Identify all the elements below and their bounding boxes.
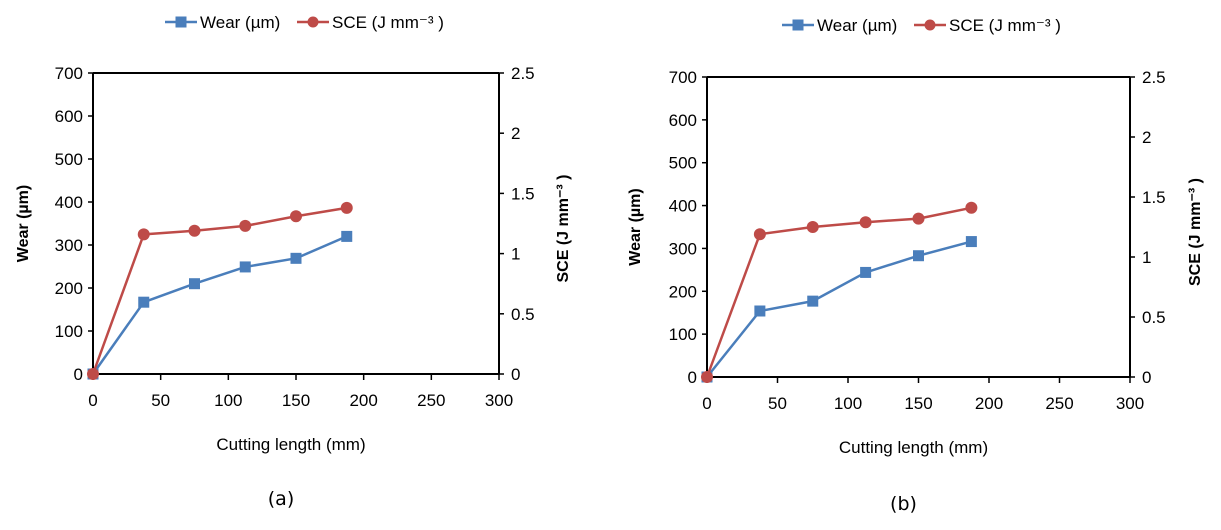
y2-axis-title: SCE (J mm⁻³ ): [1187, 178, 1204, 286]
sce-data-point: [912, 212, 925, 225]
y-tick-label: 300: [55, 236, 83, 255]
y2-tick-label: 2: [511, 124, 520, 143]
y2-tick-label: 0.5: [1142, 308, 1166, 327]
y-tick-label: 0: [74, 365, 83, 384]
y-tick-label: 600: [55, 107, 83, 126]
wear-data-point: [860, 266, 872, 278]
y2-tick-label: 2.5: [511, 64, 535, 83]
y2-tick-label: 2.5: [1142, 68, 1166, 87]
y2-tick-label: 1: [511, 245, 520, 264]
x-tick-label: 300: [1116, 394, 1144, 413]
y2-axis-title: SCE (J mm⁻³ ): [555, 174, 572, 282]
y2-tick-label: 0.5: [511, 305, 535, 324]
sce-data-point: [239, 219, 252, 232]
sce-data-point: [701, 371, 713, 383]
y-tick-label: 0: [688, 368, 697, 387]
x-tick-label: 300: [485, 391, 513, 410]
series-line-sce: [91, 206, 347, 375]
legend-circle-marker-icon: [924, 19, 936, 31]
wear-data-point: [239, 261, 251, 273]
legend: Wear (µm) SCE (J mm⁻³ ): [165, 13, 444, 32]
y2-tick-label: 0: [511, 365, 520, 384]
legend-item-wear: Wear (µm): [165, 13, 280, 32]
wear-data-point: [754, 305, 766, 317]
wear-data-point: [290, 252, 302, 264]
x-tick-label: 100: [214, 391, 242, 410]
y2-tick-label: 0: [1142, 368, 1151, 387]
y2-tick-label: 2: [1142, 128, 1151, 147]
y-tick-label: 400: [55, 193, 83, 212]
y-tick-label: 700: [669, 68, 697, 87]
x-tick-label: 250: [417, 391, 445, 410]
x-tick-label: 250: [1045, 394, 1073, 413]
x-tick-label: 150: [282, 391, 310, 410]
sce-data-point: [87, 368, 99, 380]
x-tick-label: 50: [151, 391, 170, 410]
legend-square-marker-icon: [175, 16, 187, 28]
y-tick-label: 500: [669, 154, 697, 173]
wear-data-point: [189, 278, 200, 290]
legend-label: Wear (µm): [817, 16, 897, 35]
series-line-wear: [706, 240, 972, 378]
legend-item-wear: Wear (µm): [782, 16, 897, 35]
x-tick-label: 0: [88, 391, 97, 410]
y-axis-title: Wear (µm): [627, 188, 644, 265]
y-tick-label: 700: [55, 64, 83, 83]
wear-data-point: [807, 295, 819, 307]
x-tick-label: 100: [834, 394, 862, 413]
series-line-wear: [91, 235, 348, 375]
x-axis-title: Cutting length (mm): [839, 438, 988, 457]
sce-data-point: [188, 224, 201, 237]
legend-circle-marker-icon: [307, 16, 319, 28]
y-tick-label: 400: [669, 197, 697, 216]
legend-square-marker-icon: [792, 19, 804, 31]
x-axis-title: Cutting length (mm): [216, 435, 365, 454]
wear-data-point: [965, 236, 977, 248]
y-tick-label: 200: [669, 282, 697, 301]
x-tick-label: 0: [702, 394, 711, 413]
series-line-sce: [705, 206, 972, 378]
legend-label: SCE (J mm⁻³ ): [332, 13, 444, 32]
x-tick-label: 150: [904, 394, 932, 413]
y-tick-label: 500: [55, 150, 83, 169]
x-tick-label: 200: [349, 391, 377, 410]
wear-data-point: [341, 230, 353, 242]
x-tick-label: 200: [975, 394, 1003, 413]
chart-panel-a: 0 100 200 300 400 500 600 700 0 0.5 1 1.5 2 2.5 0 50 100…: [15, 13, 572, 510]
panel-caption: (a): [268, 488, 294, 510]
legend-item-sce: SCE (J mm⁻³ ): [914, 16, 1061, 35]
wear-data-point: [138, 296, 150, 308]
wear-data-point: [913, 250, 924, 262]
y-tick-label: 100: [669, 325, 697, 344]
legend-item-sce: SCE (J mm⁻³ ): [297, 13, 444, 32]
y-tick-label: 200: [55, 279, 83, 298]
y-tick-label: 100: [55, 322, 83, 341]
sce-data-point: [340, 201, 353, 214]
chart-panel-b: 0 100 200 300 400 500 600 700 0 0.5 1 1.5 2 2.5 0 50 100…: [627, 16, 1204, 515]
sce-data-point: [290, 210, 302, 223]
x-tick-label: 50: [768, 394, 787, 413]
sce-data-point: [859, 216, 872, 229]
y2-tick-label: 1: [1142, 248, 1151, 267]
legend: Wear (µm) SCE (J mm⁻³ ): [782, 16, 1061, 35]
y-axis-title: Wear (µm): [15, 185, 32, 262]
panel-caption: (b): [890, 493, 917, 515]
y-tick-label: 600: [669, 111, 697, 130]
legend-label: Wear (µm): [200, 13, 280, 32]
sce-data-point: [137, 228, 150, 241]
y2-tick-label: 1.5: [511, 184, 535, 203]
y-tick-label: 300: [669, 239, 697, 258]
sce-data-point: [753, 228, 766, 241]
legend-label: SCE (J mm⁻³ ): [949, 16, 1061, 35]
sce-data-point: [806, 221, 819, 233]
sce-data-point: [965, 201, 978, 214]
y2-tick-label: 1.5: [1142, 188, 1166, 207]
